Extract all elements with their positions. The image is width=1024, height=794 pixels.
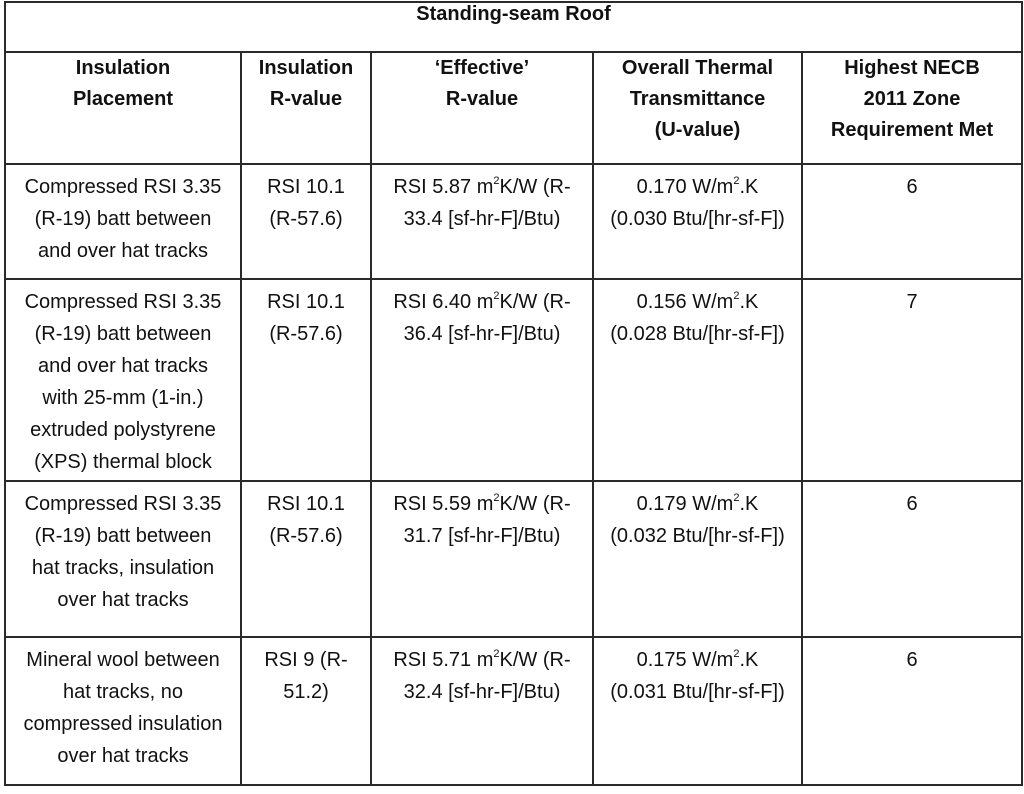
- table-row: Compressed RSI 3.35 (R-19) batt between …: [4, 278, 1024, 482]
- cell-zone: 6: [800, 163, 1024, 280]
- cell-u-value: 0.175 W/m2.K (0.031 Btu/[hr-sf-F]): [592, 636, 803, 786]
- cell-u-value: 0.170 W/m2.K (0.030 Btu/[hr-sf-F]): [592, 163, 803, 280]
- table-row: Compressed RSI 3.35 (R-19) batt between …: [4, 480, 1024, 638]
- cell-u-value: 0.156 W/m2.K (0.028 Btu/[hr-sf-F]): [592, 278, 803, 482]
- cell-insulation-r: RSI 10.1 (R-57.6): [240, 163, 372, 280]
- table-row: Compressed RSI 3.35 (R-19) batt between …: [4, 163, 1024, 280]
- cell-insulation-r: RSI 10.1 (R-57.6): [240, 480, 372, 638]
- cell-placement: Compressed RSI 3.35 (R-19) batt between …: [4, 278, 242, 482]
- header-insulation-r-value: Insulation R-value: [240, 51, 372, 165]
- cell-effective-r: RSI 6.40 m2K/W (R- 36.4 [sf-hr-F]/Btu): [370, 278, 594, 482]
- cell-placement: Mineral wool between hat tracks, no comp…: [4, 636, 242, 786]
- standing-seam-roof-table: Standing-seam Roof Insulation Placement …: [3, 1, 1024, 786]
- header-u-value: Overall Thermal Transmittance (U-value): [592, 51, 803, 165]
- table-title-row: Standing-seam Roof: [3, 1, 1024, 53]
- header-necb-zone: Highest NECB 2011 Zone Requirement Met: [800, 51, 1024, 165]
- cell-u-value: 0.179 W/m2.K (0.032 Btu/[hr-sf-F]): [592, 480, 803, 638]
- cell-zone: 6: [800, 480, 1024, 638]
- cell-effective-r: RSI 5.71 m2K/W (R- 32.4 [sf-hr-F]/Btu): [370, 636, 594, 786]
- cell-effective-r: RSI 5.87 m2K/W (R- 33.4 [sf-hr-F]/Btu): [370, 163, 594, 280]
- table-header-row: Insulation Placement Insulation R-value …: [4, 51, 1024, 165]
- table-title: Standing-seam Roof: [3, 1, 1024, 53]
- cell-insulation-r: RSI 10.1 (R-57.6): [240, 278, 372, 482]
- cell-placement: Compressed RSI 3.35 (R-19) batt between …: [4, 480, 242, 638]
- cell-insulation-r: RSI 9 (R- 51.2): [240, 636, 372, 786]
- cell-zone: 7: [800, 278, 1024, 482]
- header-effective-r-value: ‘Effective’ R-value: [370, 51, 594, 165]
- cell-placement: Compressed RSI 3.35 (R-19) batt between …: [4, 163, 242, 280]
- table-row: Mineral wool between hat tracks, no comp…: [4, 636, 1024, 786]
- cell-zone: 6: [800, 636, 1024, 786]
- header-insulation-placement: Insulation Placement: [4, 51, 242, 165]
- cell-effective-r: RSI 5.59 m2K/W (R- 31.7 [sf-hr-F]/Btu): [370, 480, 594, 638]
